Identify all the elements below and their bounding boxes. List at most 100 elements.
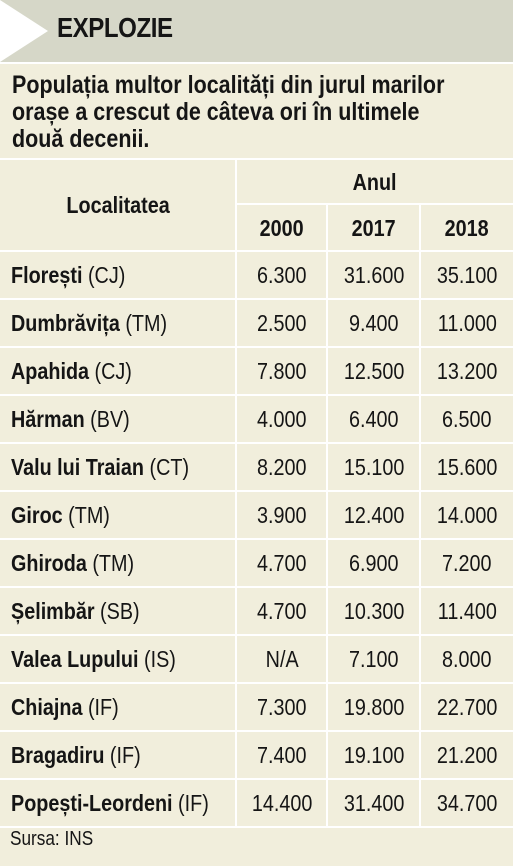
column-divider (419, 203, 421, 826)
header-divider (237, 203, 513, 205)
population-cell-2018: 7.200 (442, 549, 492, 576)
population-cell-2017: 19.100 (343, 741, 405, 768)
population-cell-2018: 35.100 (436, 261, 498, 288)
row-divider (0, 826, 513, 828)
population-cell-2018: 15.600 (436, 453, 498, 480)
population-cell-2017: 9.400 (349, 309, 399, 336)
arrow-icon (0, 0, 48, 62)
locality-cell: Șelimbăr (SB) (11, 587, 161, 635)
population-cell-2018: 8.000 (442, 645, 492, 672)
population-cell-2017: 6.900 (349, 549, 399, 576)
population-cell-2017: 31.400 (343, 789, 405, 816)
county-code: (IF) (178, 789, 209, 816)
year-header-2017: 2017 (351, 214, 396, 241)
row-divider (0, 346, 513, 348)
locality-cell: Popești-Leordeni (IF) (11, 779, 241, 827)
county-code: (SB) (100, 597, 140, 624)
locality-name: Chiajna (11, 693, 83, 720)
county-code: (TM) (92, 549, 135, 576)
locality-cell: Valu lui Traian (CT) (11, 443, 218, 491)
county-code: (TM) (68, 501, 110, 528)
locality-cell: Giroc (TM) (11, 491, 126, 539)
row-divider (0, 490, 513, 492)
locality-cell: Chiajna (IF) (11, 683, 136, 731)
population-cell-2000: 4.700 (257, 549, 307, 576)
population-cell-2000: 7.400 (257, 741, 307, 768)
county-code: (TM) (125, 309, 168, 336)
locality-name: Ghiroda (11, 549, 87, 576)
intro-line: două decenii. (12, 125, 150, 153)
intro-line: orașe a crescut de câteva ori în ultimel… (12, 98, 420, 126)
row-divider (0, 62, 513, 64)
population-cell-2000: 4.700 (257, 597, 307, 624)
county-code: (CJ) (94, 357, 132, 384)
population-cell-2000: 14.400 (251, 789, 313, 816)
population-cell-2017: 10.300 (343, 597, 405, 624)
population-cell-2017: 12.400 (343, 501, 405, 528)
locality-cell: Dumbrăvița (TM) (11, 299, 192, 347)
locality-name: Șelimbăr (11, 597, 95, 624)
intro-text: Populația multor localități din jurul ma… (12, 72, 494, 153)
row-divider (0, 730, 513, 732)
population-cell-2018: 22.700 (436, 693, 498, 720)
column-divider (235, 158, 237, 826)
population-cell-2017: 7.100 (349, 645, 399, 672)
row-divider (0, 442, 513, 444)
population-cell-2018: 14.000 (436, 501, 498, 528)
county-code: (CT) (149, 453, 190, 480)
source-note: Sursa: INS (10, 828, 94, 850)
row-divider (0, 394, 513, 396)
row-divider (0, 158, 513, 160)
row-divider (0, 778, 513, 780)
population-cell-2018: 34.700 (436, 789, 498, 816)
row-divider (0, 634, 513, 636)
row-divider (0, 298, 513, 300)
population-cell-2017: 15.100 (343, 453, 405, 480)
row-divider (0, 250, 513, 252)
locality-name: Dumbrăvița (11, 309, 120, 336)
locality-name: Florești (11, 261, 83, 288)
population-cell-2017: 12.500 (343, 357, 405, 384)
locality-name: Apahida (11, 357, 90, 384)
county-code: (IF) (109, 741, 141, 768)
population-cell-2000: 7.300 (257, 693, 307, 720)
locality-cell: Hărman (BV) (11, 395, 149, 443)
locality-name: Giroc (11, 501, 63, 528)
locality-name: Hărman (11, 405, 85, 432)
county-code: (CJ) (87, 261, 126, 288)
county-code: (IF) (87, 693, 119, 720)
locality-column-header: Localitatea (66, 191, 170, 218)
year-group-header: Anul (353, 168, 397, 195)
column-divider (326, 203, 328, 826)
population-cell-2017: 19.800 (343, 693, 405, 720)
locality-name: Popești-Leordeni (11, 789, 173, 816)
population-cell-2000: 4.000 (257, 405, 307, 432)
population-cell-2000: N/A (265, 645, 299, 672)
header-bar: EXPLOZIE (0, 0, 513, 62)
locality-cell: Bragadiru (IF) (11, 731, 162, 779)
year-header-2000: 2000 (259, 214, 304, 241)
row-divider (0, 538, 513, 540)
row-divider (0, 682, 513, 684)
locality-name: Valea Lupului (11, 645, 139, 672)
population-cell-2000: 6.300 (257, 261, 307, 288)
population-cell-2018: 11.400 (437, 597, 497, 624)
row-divider (0, 586, 513, 588)
locality-cell: Ghiroda (TM) (11, 539, 154, 587)
population-cell-2018: 13.200 (436, 357, 498, 384)
county-code: (IS) (144, 645, 176, 672)
population-cell-2000: 7.800 (257, 357, 307, 384)
locality-name: Bragadiru (11, 741, 105, 768)
population-cell-2017: 31.600 (343, 261, 405, 288)
population-cell-2018: 11.000 (437, 309, 497, 336)
population-cell-2018: 21.200 (436, 741, 498, 768)
header-title: EXPLOZIE (57, 12, 173, 43)
population-cell-2000: 3.900 (257, 501, 307, 528)
locality-cell: Valea Lupului (IS) (11, 635, 203, 683)
locality-name: Valu lui Traian (11, 453, 145, 480)
population-cell-2000: 8.200 (257, 453, 307, 480)
population-cell-2017: 6.400 (349, 405, 399, 432)
population-cell-2000: 2.500 (257, 309, 307, 336)
intro-line: Populația multor localități din jurul ma… (12, 71, 445, 99)
